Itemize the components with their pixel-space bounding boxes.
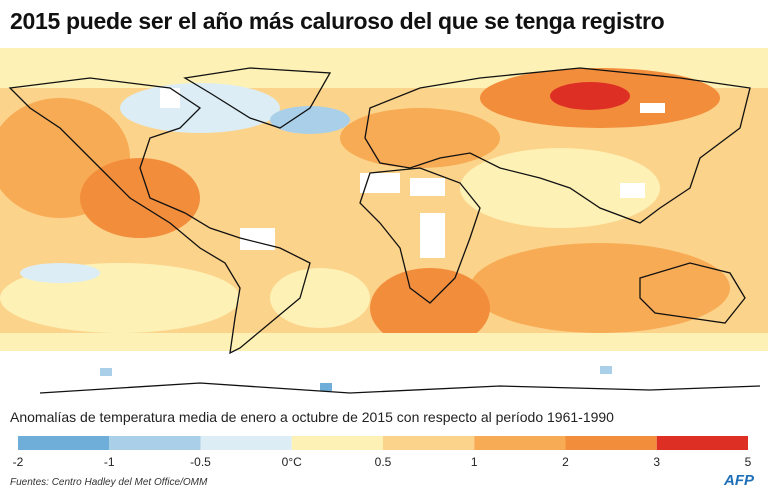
logo: AFP — [724, 472, 754, 489]
legend-label: 0.5 — [375, 455, 392, 469]
title: 2015 puede ser el año más caluroso del q… — [10, 8, 665, 34]
legend: -2 -1 -0.5 0°C 0.5 1 2 3 5 — [13, 436, 752, 469]
anomaly-areas — [0, 48, 768, 400]
legend-label: -1 — [104, 455, 115, 469]
legend-swatch — [200, 436, 292, 450]
legend-label: 5 — [745, 455, 752, 469]
legend-label: -0.5 — [190, 455, 211, 469]
legend-swatch — [109, 436, 201, 450]
legend-label: 0°C — [282, 455, 302, 469]
legend-swatch — [474, 436, 566, 450]
legend-label: 3 — [653, 455, 660, 469]
legend-swatch — [291, 436, 383, 450]
legend-swatch — [383, 436, 475, 450]
legend-swatch — [565, 436, 657, 450]
legend-label: 2 — [562, 455, 569, 469]
coastlines — [8, 67, 761, 394]
legend-label: -2 — [13, 455, 24, 469]
map — [0, 48, 768, 400]
legend-label: 1 — [471, 455, 478, 469]
legend-swatch — [656, 436, 748, 450]
source: Fuentes: Centro Hadley del Met Office/OM… — [10, 477, 208, 488]
subtitle: Anomalías de temperatura media de enero … — [10, 409, 614, 425]
legend-swatch — [18, 436, 110, 450]
